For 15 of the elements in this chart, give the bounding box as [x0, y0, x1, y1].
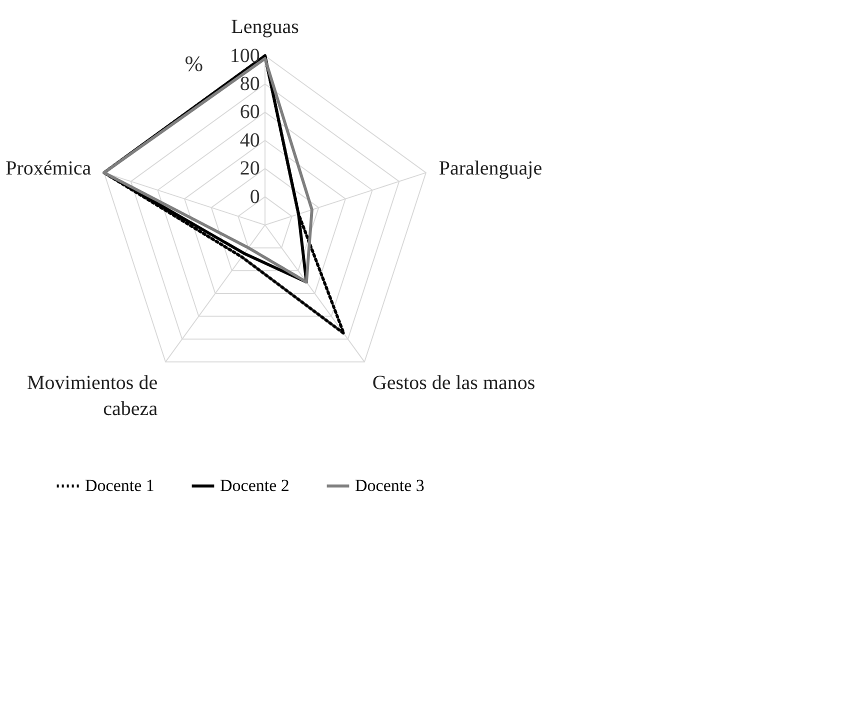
legend-label: Docente 2: [220, 476, 290, 495]
spoke-label: Proxémica: [6, 158, 92, 180]
spoke-label: Movimientos de cabeza: [27, 372, 158, 420]
legend-label: Docente 1: [85, 476, 154, 495]
spoke-label: Gestos de las manos: [372, 372, 536, 394]
text: %: [184, 51, 204, 76]
legend-label: Docente 3: [355, 476, 424, 495]
y-tick-label: 60: [240, 101, 260, 124]
spoke-label: Paralenguaje: [438, 158, 542, 180]
y-tick-label: 80: [240, 72, 260, 95]
spoke-label: Lenguas: [231, 16, 300, 38]
y-tick-label: 20: [240, 158, 260, 180]
y-tick-label: 40: [240, 129, 260, 152]
y-tick-label: 0: [250, 186, 260, 208]
y-tick-label: 100: [230, 44, 260, 67]
